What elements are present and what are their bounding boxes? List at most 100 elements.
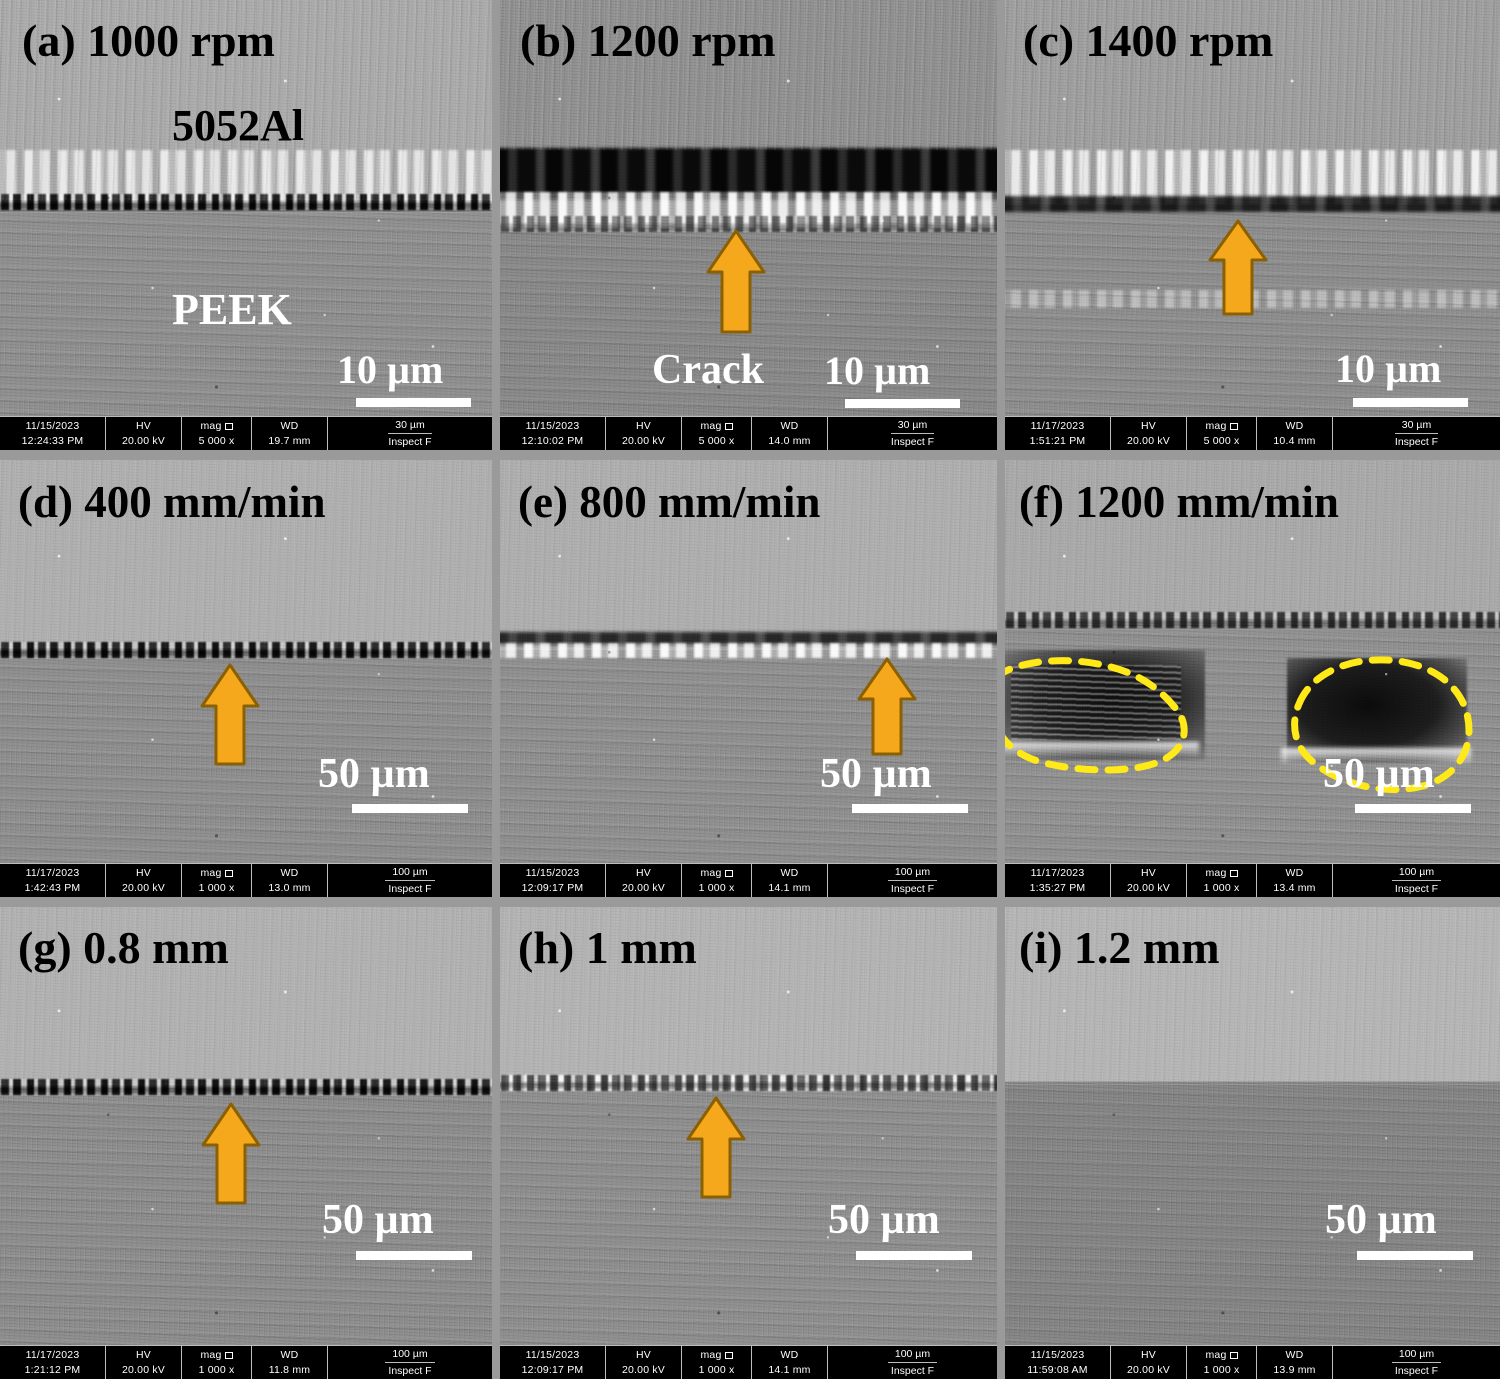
databar-scale-i: 100 µm bbox=[1391, 1348, 1442, 1360]
databar-scale-b: 30 µm bbox=[890, 419, 935, 431]
bubble-outline-right-f bbox=[1281, 648, 1481, 796]
databar-hv-header-e: HV bbox=[636, 866, 651, 879]
mag-square-icon bbox=[1229, 1351, 1238, 1359]
mag-square-icon bbox=[724, 869, 733, 877]
databar-detector-i: Inspect F bbox=[1394, 1365, 1439, 1377]
databar-mag-header-d: mag bbox=[200, 866, 222, 879]
bottom-material-label-a: PEEK bbox=[172, 285, 292, 334]
databar-time-h: 12:09:17 PM bbox=[521, 1363, 584, 1376]
scale-label-h: 50 µm bbox=[828, 1197, 940, 1243]
panel-label-c: (c) 1400 rpm bbox=[1023, 15, 1274, 66]
databar-e: 11/15/2023 12:09:17 PM HV 20.00 kV mag 1 00… bbox=[500, 863, 997, 897]
databar-wd-header-b: WD bbox=[780, 419, 799, 432]
panel-label-d: (d) 400 mm/min bbox=[18, 477, 326, 527]
scale-bar-c bbox=[1353, 398, 1468, 407]
scale-label-c: 10 µm bbox=[1335, 346, 1442, 391]
panel-e-image bbox=[500, 460, 997, 897]
databar-mag-f: 1 000 x bbox=[1203, 881, 1240, 894]
top-material-label-a: 5052Al bbox=[172, 101, 304, 150]
mag-square-icon bbox=[224, 869, 233, 877]
scale-label-a: 10 µm bbox=[337, 347, 444, 392]
databar-hv-c: 20.00 kV bbox=[1126, 434, 1171, 447]
databar-hv-header-i: HV bbox=[1141, 1348, 1156, 1361]
scale-bar-d bbox=[352, 804, 468, 813]
databar-hv-header-a: HV bbox=[136, 419, 151, 432]
panel-label-g: (g) 0.8 mm bbox=[18, 922, 229, 973]
databar-detector-b: Inspect F bbox=[890, 436, 935, 448]
crack-arrow-c bbox=[1207, 218, 1269, 318]
databar-wd-header-a: WD bbox=[280, 419, 299, 432]
panel-f: (f) 1200 mm/min Bubble 50 µm 11/17/20231… bbox=[1005, 460, 1500, 907]
databar-g: 11/17/2023 1:21:12 PM HV 20.00 kV mag 1 000… bbox=[0, 1345, 492, 1379]
databar-wd-header-e: WD bbox=[780, 866, 799, 879]
databar-mag-g: 1 000 x bbox=[198, 1363, 235, 1376]
databar-wd-h: 14.1 mm bbox=[768, 1363, 811, 1376]
databar-mag-header-b: mag bbox=[700, 419, 722, 432]
databar-date-d: 11/17/2023 bbox=[25, 866, 80, 879]
databar-scale-g: 100 µm bbox=[385, 1348, 435, 1360]
databar-hv-h: 20.00 kV bbox=[621, 1363, 666, 1376]
databar-date-c: 11/17/2023 bbox=[1030, 419, 1085, 432]
scale-bar-e bbox=[852, 804, 968, 813]
databar-date-f: 11/17/2023 bbox=[1030, 866, 1085, 879]
databar-hv-e: 20.00 kV bbox=[621, 881, 666, 894]
databar-scale-f: 100 µm bbox=[1391, 866, 1442, 878]
databar-d: 11/17/2023 1:42:43 PM HV 20.00 kV mag 1 000… bbox=[0, 863, 492, 897]
panel-g: (g) 0.8 mm 50 µm 11/17/2023 1:21:12 PM HV… bbox=[0, 907, 500, 1379]
panel-h: (h) 1 mm 50 µm 11/15/2023 12:09:17 PM HV 2… bbox=[500, 907, 1005, 1379]
databar-time-f: 1:35:27 PM bbox=[1029, 881, 1086, 894]
panel-b-image bbox=[500, 0, 997, 450]
databar-time-i: 11:59:08 AM bbox=[1027, 1363, 1088, 1376]
databar-hv-header-g: HV bbox=[136, 1348, 151, 1361]
mag-square-icon bbox=[1229, 422, 1238, 430]
databar-wd-e: 14.1 mm bbox=[768, 881, 811, 894]
databar-wd-b: 14.0 mm bbox=[768, 434, 811, 447]
panel-a: (a) 1000 rpm 5052Al PEEK 10 µm 11/15/202… bbox=[0, 0, 500, 460]
panel-label-f: (f) 1200 mm/min bbox=[1019, 477, 1339, 527]
databar-detector-h: Inspect F bbox=[890, 1365, 935, 1377]
databar-mag-a: 5 000 x bbox=[198, 434, 235, 447]
databar-hv-g: 20.00 kV bbox=[121, 1363, 166, 1376]
databar-wd-header-g: WD bbox=[280, 1348, 299, 1361]
databar-mag-header-h: mag bbox=[700, 1348, 722, 1361]
panel-label-e: (e) 800 mm/min bbox=[518, 477, 821, 527]
databar-detector-a: Inspect F bbox=[388, 436, 432, 448]
databar-mag-b: 5 000 x bbox=[698, 434, 735, 447]
scale-bar-h bbox=[856, 1251, 972, 1260]
panel-label-b: (b) 1200 rpm bbox=[520, 15, 776, 66]
databar-hv-a: 20.00 kV bbox=[121, 434, 166, 447]
databar-hv-header-f: HV bbox=[1141, 866, 1156, 879]
databar-hv-b: 20.00 kV bbox=[621, 434, 666, 447]
panel-a-image bbox=[0, 0, 492, 450]
panel-e: (e) 800 mm/min 50 µm 11/15/2023 12:09:17 … bbox=[500, 460, 1005, 907]
databar-mag-e: 1 000 x bbox=[698, 881, 735, 894]
databar-wd-d: 13.0 mm bbox=[268, 881, 311, 894]
interface-arrow-e bbox=[856, 656, 918, 758]
databar-time-a: 12:24:33 PM bbox=[21, 434, 84, 447]
scale-bar-f bbox=[1355, 804, 1471, 813]
databar-mag-header-g: mag bbox=[200, 1348, 222, 1361]
databar-detector-g: Inspect F bbox=[388, 1365, 432, 1377]
databar-wd-i: 13.9 mm bbox=[1273, 1363, 1316, 1376]
databar-wd-g: 11.8 mm bbox=[268, 1363, 311, 1376]
databar-wd-header-d: WD bbox=[280, 866, 299, 879]
databar-detector-d: Inspect F bbox=[388, 883, 432, 895]
scale-bar-a bbox=[356, 398, 471, 407]
databar-time-d: 1:42:43 PM bbox=[24, 881, 81, 894]
mag-square-icon bbox=[1229, 869, 1238, 877]
panel-label-a: (a) 1000 rpm bbox=[22, 15, 275, 66]
scale-label-d: 50 µm bbox=[318, 751, 430, 797]
databar-wd-c: 10.4 mm bbox=[1273, 434, 1316, 447]
databar-hv-d: 20.00 kV bbox=[121, 881, 166, 894]
panel-label-h: (h) 1 mm bbox=[518, 922, 697, 973]
databar-date-e: 11/15/2023 bbox=[525, 866, 580, 879]
databar-date-i: 11/15/2023 bbox=[1030, 1348, 1085, 1361]
databar-mag-header-i: mag bbox=[1205, 1348, 1227, 1361]
mag-square-icon bbox=[724, 422, 733, 430]
panel-d-image bbox=[0, 460, 492, 897]
crack-arrow-b bbox=[705, 228, 767, 336]
databar-mag-i: 1 000 x bbox=[1203, 1363, 1240, 1376]
databar-scale-h: 100 µm bbox=[887, 1348, 938, 1360]
bubble-outline-left-f bbox=[1005, 644, 1221, 776]
